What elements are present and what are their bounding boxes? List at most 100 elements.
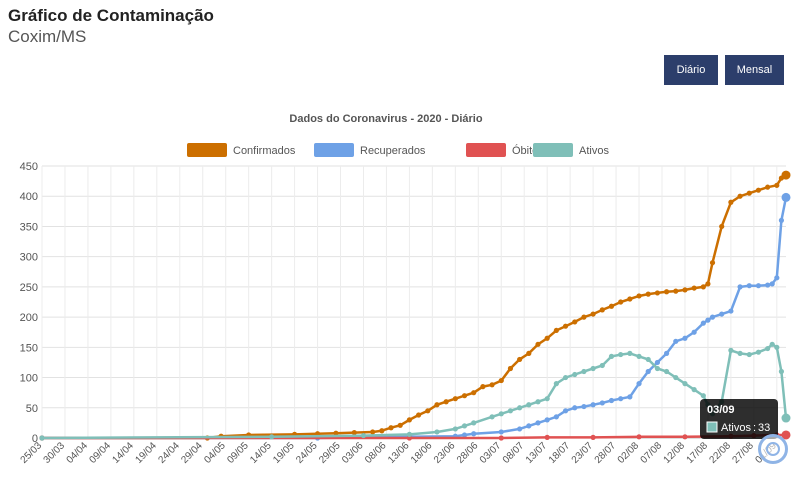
tooltip-separator: : xyxy=(753,422,756,434)
data-point xyxy=(755,349,762,355)
scroll-top-inner xyxy=(766,442,780,456)
data-point xyxy=(498,435,504,441)
data-point xyxy=(654,365,661,372)
x-tick-label: 08/06 xyxy=(363,440,389,466)
y-tick-label: 300 xyxy=(20,252,38,264)
monthly-button[interactable]: Mensal xyxy=(725,55,784,85)
data-point xyxy=(618,396,624,402)
data-point xyxy=(443,399,449,405)
data-point xyxy=(765,345,771,352)
x-tick-label: 07/08 xyxy=(639,440,665,466)
data-point xyxy=(636,293,642,299)
data-point xyxy=(719,311,725,317)
data-point xyxy=(765,282,771,288)
data-point xyxy=(553,414,559,420)
data-point xyxy=(636,434,642,440)
data-point xyxy=(360,432,367,439)
x-tick-label: 13/06 xyxy=(386,440,412,466)
legend-label: Recuperados xyxy=(360,145,426,157)
data-point xyxy=(728,199,734,205)
data-point xyxy=(636,381,642,387)
page-title: Gráfico de Contaminação xyxy=(8,6,214,25)
y-tick-label: 50 xyxy=(26,403,38,415)
scroll-top-icon[interactable] xyxy=(758,434,788,464)
data-point xyxy=(774,275,780,281)
data-point xyxy=(370,429,376,435)
last-data-point xyxy=(781,413,791,423)
data-point xyxy=(526,423,532,429)
data-point xyxy=(415,412,422,418)
x-tick-label: 23/06 xyxy=(432,440,458,466)
x-tick-label: 02/08 xyxy=(616,440,642,466)
data-point xyxy=(608,303,615,309)
data-point xyxy=(507,365,514,372)
data-point xyxy=(654,290,661,296)
legend-swatch xyxy=(314,143,354,157)
legend-label: Ativos xyxy=(579,145,609,157)
x-tick-label: 14/05 xyxy=(248,440,274,466)
x-tick-label: 27/08 xyxy=(730,440,756,466)
data-point xyxy=(461,432,468,438)
data-point xyxy=(39,435,45,441)
data-point xyxy=(778,217,785,223)
data-point xyxy=(498,429,504,435)
x-tick-label: 09/05 xyxy=(225,440,251,466)
x-tick-label: 24/05 xyxy=(294,440,320,466)
data-point xyxy=(461,423,468,429)
x-tick-label: 23/07 xyxy=(570,440,596,466)
data-point xyxy=(544,335,550,341)
data-point xyxy=(645,356,651,363)
data-point xyxy=(498,411,504,417)
data-point xyxy=(535,341,541,347)
data-point xyxy=(507,408,514,414)
data-point xyxy=(737,193,743,199)
x-tick-label: 14/04 xyxy=(110,440,136,466)
data-point xyxy=(489,382,495,388)
data-point xyxy=(553,327,559,334)
data-point xyxy=(774,344,780,350)
data-point xyxy=(608,397,615,404)
data-point xyxy=(654,359,661,366)
x-tick-label: 18/07 xyxy=(547,440,573,466)
x-tick-label: 04/05 xyxy=(202,440,228,466)
x-tick-label: 18/06 xyxy=(409,440,435,466)
data-point xyxy=(682,381,688,387)
data-point xyxy=(489,414,495,420)
x-tick-label: 09/04 xyxy=(88,440,114,466)
y-tick-label: 250 xyxy=(20,282,38,294)
data-point xyxy=(728,308,734,314)
data-point xyxy=(737,284,743,290)
data-point xyxy=(471,431,477,437)
data-point xyxy=(709,260,716,266)
data-point xyxy=(562,374,569,381)
x-tick-label: 12/08 xyxy=(662,440,688,466)
data-point xyxy=(769,281,775,287)
data-point xyxy=(590,434,596,440)
data-point xyxy=(572,371,578,378)
data-point xyxy=(526,402,532,408)
data-point xyxy=(599,362,605,369)
tooltip-background xyxy=(700,399,778,439)
data-point xyxy=(535,420,541,426)
data-point xyxy=(673,338,679,344)
data-point xyxy=(388,425,394,431)
data-point xyxy=(572,405,578,411)
chart-legend: Confirmados Recuperados Óbitos Ativos xyxy=(187,143,609,157)
x-tick-label: 29/04 xyxy=(179,440,205,466)
last-data-point xyxy=(781,170,791,180)
x-tick-label: 19/04 xyxy=(133,440,159,466)
data-point xyxy=(452,396,458,402)
daily-button[interactable]: Diário xyxy=(664,55,718,85)
x-tick-label: 22/08 xyxy=(708,440,734,466)
data-point xyxy=(645,368,651,375)
data-point xyxy=(406,435,413,441)
data-point xyxy=(406,417,413,423)
x-tick-label: 04/04 xyxy=(65,440,91,466)
data-point xyxy=(691,285,697,291)
data-point xyxy=(618,299,624,305)
data-point xyxy=(590,365,596,372)
series-line xyxy=(41,342,788,440)
data-point xyxy=(618,351,624,358)
data-point xyxy=(535,399,541,405)
